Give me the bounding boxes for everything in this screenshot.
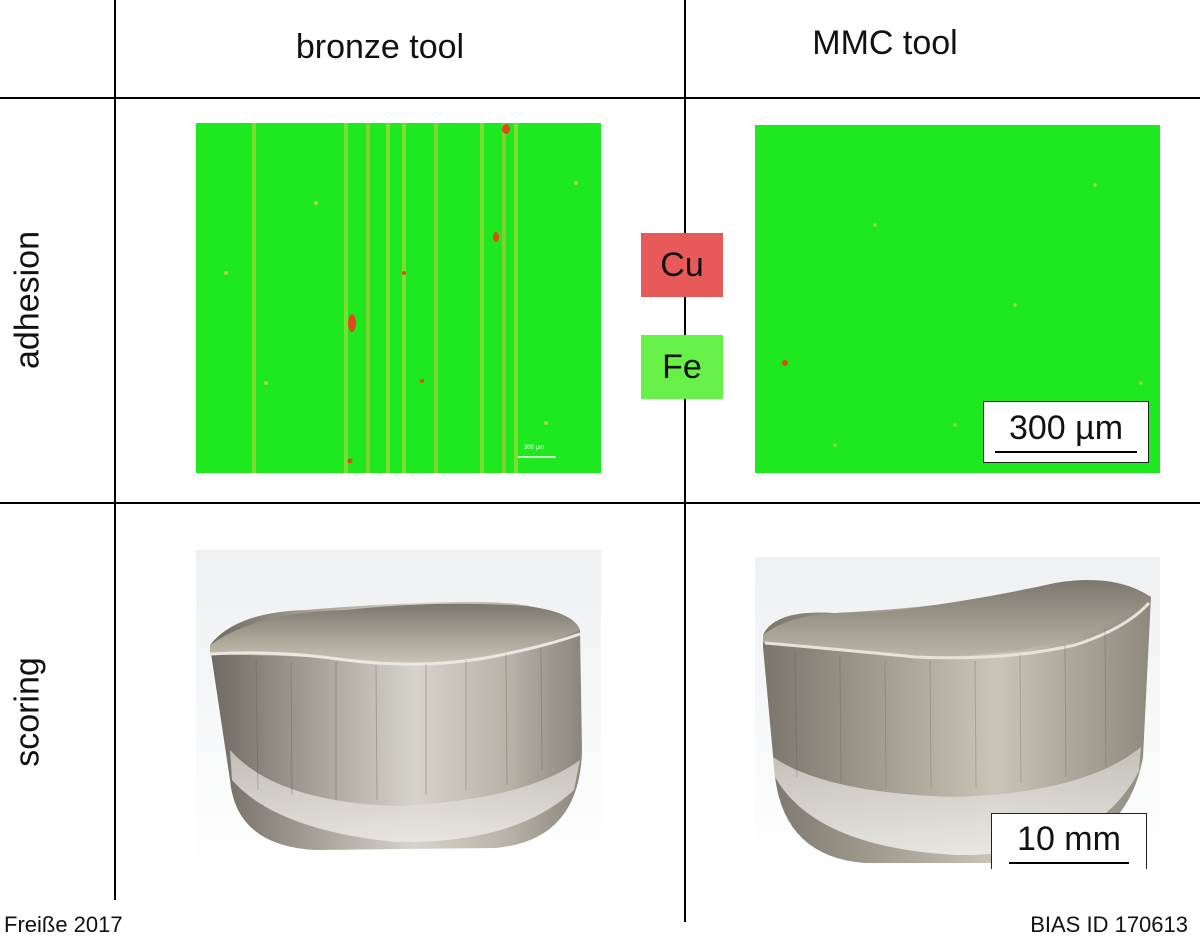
grid-line-vertical-center	[684, 0, 686, 922]
mmc-adhesion-scalebar-bar	[995, 451, 1137, 453]
mmc-adhesion-scalebar-text: 300 µm	[1008, 409, 1124, 447]
bronze-scoring-photo	[196, 550, 601, 872]
legend-fe: Fe	[641, 335, 723, 399]
grid-line-vertical-left	[114, 0, 116, 900]
bronze-adhesion-scalebar-text: 300 µm	[524, 445, 545, 451]
legend-cu-label: Cu	[660, 245, 704, 284]
mmc-scoring-photo: 10 mm	[755, 557, 1160, 869]
row-header-adhesion: adhesion	[8, 230, 47, 370]
mmc-adhesion-map: 300 µm	[755, 125, 1160, 473]
footer-bias-id: BIAS ID 170613	[1030, 912, 1188, 937]
mmc-adhesion-scalebar: 300 µm	[983, 401, 1149, 463]
mmc-scoring-scalebar-bar	[1009, 862, 1129, 864]
legend-fe-label: Fe	[662, 347, 702, 386]
mmc-scoring-scalebar-text: 10 mm	[1017, 820, 1121, 858]
column-header-bronze-tool: bronze tool	[295, 28, 465, 66]
grid-line-horizontal-top	[0, 97, 1200, 99]
row-header-scoring: scoring	[8, 657, 47, 767]
legend-cu: Cu	[641, 233, 723, 297]
grid-line-horizontal-middle	[0, 502, 1200, 504]
column-header-mmc-tool: MMC tool	[812, 24, 958, 62]
mmc-scoring-scalebar: 10 mm	[991, 813, 1147, 869]
footer-author-year: Freiße 2017	[4, 912, 123, 937]
bronze-adhesion-map: 300 µm	[196, 123, 601, 473]
